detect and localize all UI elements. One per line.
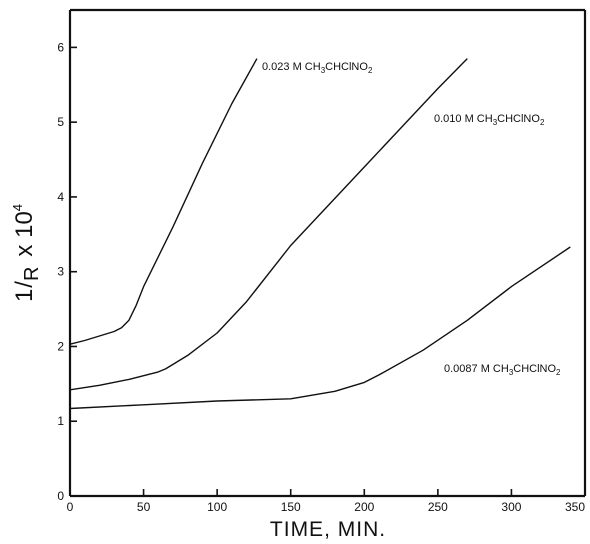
plot-area: 0 50 100 150 200 250 300 350 0 1 2 3 4 5 6 bbox=[57, 8, 587, 514]
svg-text:1/Rx 104: 1/Rx 104 bbox=[10, 204, 43, 302]
y-tick-label: 6 bbox=[57, 40, 64, 54]
axis-ticks: 0 50 100 150 200 250 300 350 0 1 2 3 4 5 6 bbox=[57, 40, 586, 514]
y-tick-label: 1 bbox=[57, 414, 64, 428]
x-tick-label: 0 bbox=[67, 500, 74, 514]
series-label-0023: 0.023 M CH3CHClNO2 bbox=[262, 61, 373, 75]
y-axis-title-numerator: 1 bbox=[11, 289, 38, 302]
y-tick-label: 5 bbox=[57, 115, 64, 129]
series-label-00087: 0.0087 M CH3CHClNO2 bbox=[444, 363, 561, 377]
y-tick-label: 4 bbox=[57, 190, 64, 204]
x-tick-label: 150 bbox=[281, 500, 301, 514]
series-lines bbox=[69, 58, 571, 410]
x-tick-label: 350 bbox=[565, 500, 585, 514]
y-tick-label: 0 bbox=[57, 489, 64, 503]
x-tick-label: 250 bbox=[428, 500, 448, 514]
x-axis-title: TIME, MIN. bbox=[270, 518, 386, 541]
y-axis-title-denominator: R bbox=[21, 267, 43, 281]
x-tick-label: 100 bbox=[207, 500, 227, 514]
series-line-1 bbox=[69, 58, 468, 391]
series-label-0010: 0.010 M CH3CHClNO2 bbox=[434, 113, 545, 127]
y-axis-title: 1/Rx 104 bbox=[10, 204, 43, 302]
y-axis-title-multiplier: x 10 bbox=[11, 211, 38, 256]
y-tick-label: 3 bbox=[57, 265, 64, 279]
y-tick-label: 2 bbox=[57, 339, 64, 353]
x-tick-label: 300 bbox=[501, 500, 521, 514]
x-tick-label: 50 bbox=[137, 500, 151, 514]
y-axis-title-exponent: 4 bbox=[10, 204, 25, 211]
x-tick-label: 200 bbox=[354, 500, 374, 514]
series-line-0 bbox=[69, 58, 258, 345]
series-line-2 bbox=[69, 246, 571, 410]
